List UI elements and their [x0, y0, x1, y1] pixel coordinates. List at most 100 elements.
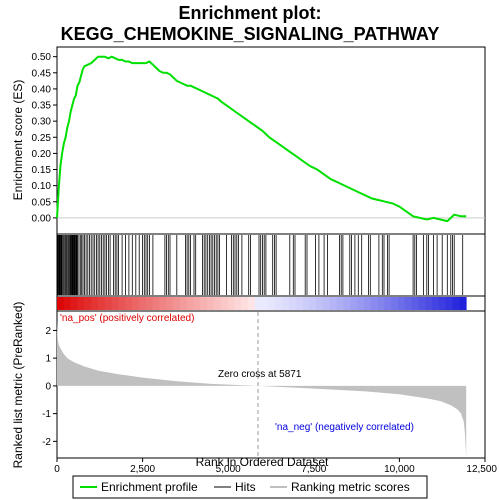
heatmap-segment: [343, 297, 351, 310]
es-y-tick-label: 0.35: [32, 101, 52, 112]
heatmap-segment: [91, 297, 99, 310]
heatmap-segments: [57, 297, 467, 310]
heatmap-segment: [425, 297, 433, 310]
heatmap-segment: [179, 297, 188, 310]
metric-y-tick-label: -1: [42, 409, 51, 420]
heatmap-segment: [411, 297, 419, 310]
heatmap-segment: [363, 297, 372, 310]
heatmap-segment: [295, 297, 303, 310]
x-tick-label: 5,000: [216, 464, 241, 475]
heatmap-segment: [268, 297, 276, 310]
es-y-tick-label: 0.25: [32, 133, 52, 144]
heatmap-segment: [247, 297, 256, 310]
heatmap-segment: [282, 297, 290, 310]
heatmap-segment: [357, 297, 365, 310]
heatmap-segment: [172, 297, 181, 310]
ranking-heatmap-bar: [56, 295, 486, 312]
legend: Enrichment profile Hits Ranking metric s…: [72, 475, 428, 499]
hits-panel: [56, 233, 486, 297]
heatmap-segment: [445, 297, 453, 310]
es-y-tick-label: 0.15: [32, 165, 52, 176]
legend-hits-label: Hits: [235, 480, 256, 494]
es-y-tick-label: 0.40: [32, 84, 52, 95]
es-y-tick-label: 0.05: [32, 197, 52, 208]
heatmap-segment: [132, 297, 140, 310]
x-tick-label: 10,000: [384, 464, 415, 475]
heatmap-segment: [84, 297, 92, 310]
heatmap-segment: [166, 297, 174, 310]
positive-correlation-label: 'na_pos' (positively correlated): [60, 313, 194, 324]
heatmap-segment: [432, 297, 440, 310]
legend-metric-label: Ranking metric scores: [291, 480, 410, 494]
es-y-tick-label: 0.50: [32, 52, 52, 63]
metric-y-tick-label: 0: [45, 381, 51, 392]
x-tick-label: 12,500: [466, 464, 497, 475]
es-y-tick-label: 0.10: [32, 181, 52, 192]
negative-correlation-label: 'na_neg' (negatively correlated): [275, 422, 414, 433]
heatmap-segment: [302, 297, 310, 310]
chart-title-line1: Enrichment plot:: [179, 3, 322, 23]
heatmap-segment: [316, 297, 324, 310]
chart-title-line2: KEGG_CHEMOKINE_SIGNALING_PATHWAY: [61, 24, 440, 44]
es-y-tick-label: 0.00: [32, 213, 52, 224]
heatmap-segment: [138, 297, 147, 310]
es-y-ticks: 0.00 0.05 0.10 0.15 0.20 0.25 0.30 0.35 0.40 0.45…: [32, 52, 57, 224]
metric-y-axis-label: Ranked list metric (PreRanked): [11, 302, 25, 469]
legend-box: [72, 475, 428, 499]
heatmap-segment: [77, 297, 85, 310]
x-tick-label: 2,500: [130, 464, 155, 475]
metric-y-tick-label: 2: [45, 326, 51, 337]
legend-enrichment-label: Enrichment profile: [101, 480, 198, 494]
heatmap-segment: [241, 297, 249, 310]
heatmap-segment: [220, 297, 228, 310]
heatmap-segment: [118, 297, 126, 310]
x-axis-label: Rank in Ordered Dataset: [196, 455, 329, 469]
es-y-tick-label: 0.20: [32, 149, 52, 160]
heatmap-segment: [104, 297, 112, 310]
heatmap-segment: [350, 297, 358, 310]
heatmap-segment: [125, 297, 133, 310]
es-panel-frame: [56, 46, 486, 235]
heatmap-segment: [459, 297, 467, 310]
heatmap-segment: [384, 297, 392, 310]
heatmap-segment: [57, 297, 65, 310]
metric-y-ticks: 2 1 0 -1 -2: [42, 326, 57, 448]
heatmap-segment: [234, 297, 242, 310]
heatmap-segment: [452, 297, 460, 310]
heatmap-segment: [111, 297, 119, 310]
heatmap-segment: [207, 297, 215, 310]
heatmap-segment: [63, 297, 72, 310]
heatmap-segment: [288, 297, 297, 310]
heatmap-segment: [200, 297, 208, 310]
enrichment-profile-line: [56, 55, 467, 223]
heatmap-segment: [377, 297, 385, 310]
heatmap-segment: [309, 297, 317, 310]
metric-y-tick-label: 1: [45, 354, 51, 365]
heatmap-segment: [261, 297, 269, 310]
heatmap-segment: [275, 297, 283, 310]
metric-panel: 2 1 0 -1 -2 'na_pos' (positively correlated)…: [11, 302, 486, 469]
zero-cross-label: Zero cross at 5871: [218, 369, 302, 380]
heatmap-segment: [404, 297, 413, 310]
heatmap-segment: [398, 297, 406, 310]
x-tick-label: 7,500: [301, 464, 326, 475]
heatmap-segment: [336, 297, 344, 310]
heatmap-segment: [159, 297, 167, 310]
es-panel: 0.00 0.05 0.10 0.15 0.20 0.25 0.30 0.35 0.40 0.45…: [11, 46, 486, 235]
heatmap-segment: [254, 297, 263, 310]
heatmap-segment: [227, 297, 235, 310]
heatmap-segment: [418, 297, 426, 310]
x-tick-label: 0: [54, 464, 60, 475]
heatmap-segment: [186, 297, 194, 310]
heatmap-segment: [438, 297, 447, 310]
heatmap-segment: [70, 297, 78, 310]
x-axis-ticks: 0 2,500 5,000 7,500 10,000 12,500: [54, 458, 497, 475]
ranking-metric-area: [57, 320, 467, 458]
heatmap-segment: [370, 297, 378, 310]
heatmap-segment: [152, 297, 160, 310]
metric-y-tick-label: -2: [42, 437, 51, 448]
es-y-axis-label: Enrichment score (ES): [11, 80, 25, 201]
hits-panel-frame: [56, 233, 486, 297]
hit-markers: [57, 235, 464, 295]
